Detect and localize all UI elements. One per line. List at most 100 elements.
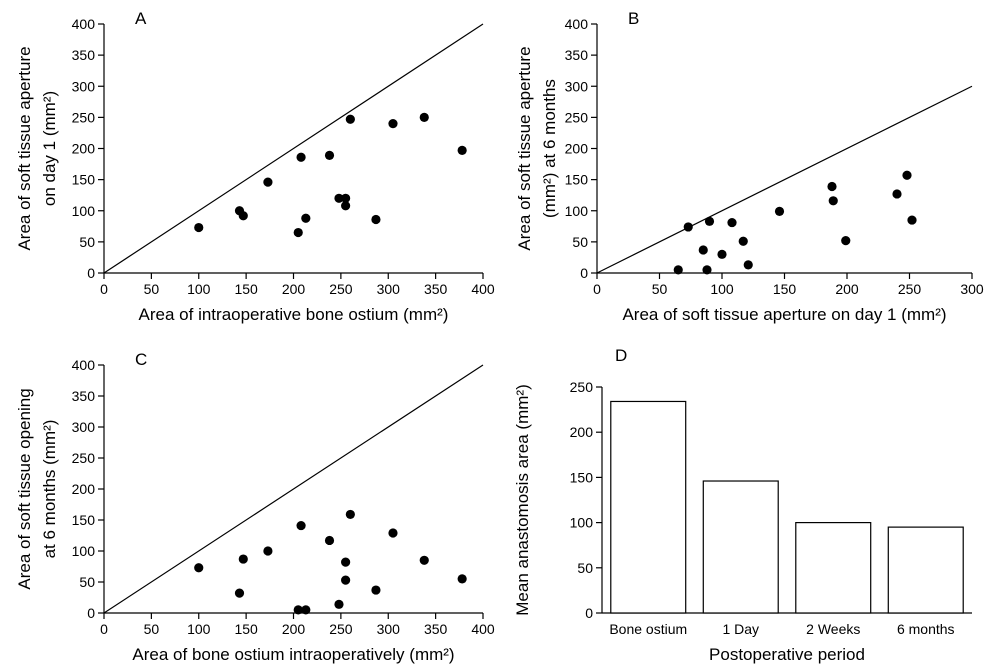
data-point: [263, 177, 273, 187]
data-point: [892, 189, 902, 199]
data-point: [902, 170, 912, 180]
data-point: [388, 119, 398, 129]
y-tick-label: 400: [72, 16, 96, 32]
y-tick-label: 350: [72, 388, 96, 404]
x-tick-label: 200: [282, 281, 306, 297]
y-tick-label: 200: [72, 481, 96, 497]
y-tick-label: 250: [570, 379, 594, 395]
x-tick-label: 250: [329, 281, 353, 297]
y-tick-label: 100: [72, 203, 96, 219]
data-point: [738, 236, 748, 246]
data-point: [296, 520, 306, 531]
data-point: [774, 206, 785, 216]
y-tick-label: 300: [72, 78, 96, 94]
y-axis-label-line-1: Area of soft tissue aperture: [15, 46, 34, 250]
y-tick-label: 50: [79, 234, 95, 250]
x-tick-label: 50: [144, 281, 160, 297]
x-axis-label: Area of soft tissue aperture on day 1 (m…: [622, 305, 946, 324]
data-point: [341, 201, 351, 211]
data-point: [334, 193, 344, 203]
data-point: [341, 557, 351, 567]
x-tick-label: 0: [100, 281, 108, 297]
data-point: [371, 214, 381, 225]
y-tick-label: 0: [585, 605, 593, 621]
y-tick-label: 400: [72, 357, 96, 373]
y-tick-label: 200: [72, 141, 96, 157]
y-axis-label-line-1: Area of soft tissue aperture: [515, 46, 534, 250]
x-tick-label: 150: [773, 281, 797, 297]
y-axis-label-line-1: Area of soft tissue opening: [15, 388, 34, 589]
panel-a: 0 50 100 150 200 250 300 350 400 A 0 50 100 150 200 250…: [15, 9, 495, 324]
y-tick-label: 200: [570, 424, 594, 440]
y-tick-label: 200: [565, 141, 589, 157]
bar: [610, 400, 687, 614]
data-point: [234, 588, 245, 598]
x-tick-label: 100: [187, 281, 211, 297]
data-point: [263, 546, 273, 556]
data-point: [324, 535, 335, 546]
identity-line: [103, 23, 484, 274]
x-tick-label: 300: [377, 621, 401, 637]
data-point: [341, 575, 351, 585]
x-tick-label: 400: [471, 281, 495, 297]
x-tick-label: 100: [710, 281, 734, 297]
x-tick-label: 50: [144, 621, 160, 637]
data-point: [457, 574, 467, 584]
x-tick-label: 200: [835, 281, 859, 297]
panel-letter: B: [628, 9, 639, 28]
identity-line: [103, 364, 484, 614]
y-tick-label: 150: [72, 512, 96, 528]
x-tick-label: 50: [652, 281, 668, 297]
y-tick-label: 350: [565, 47, 589, 63]
x-tick-label: 250: [898, 281, 922, 297]
bar: [887, 526, 964, 614]
data-point: [683, 222, 693, 232]
data-point: [717, 249, 727, 259]
data-point: [827, 181, 837, 192]
y-axis-label-line-2: at 6 months (mm²): [40, 420, 59, 559]
data-point: [673, 265, 683, 275]
panel-d: 0 50 100 150 200 250 D Bone ostium 1 Day 2 Weeks 6…: [513, 346, 972, 664]
data-point: [238, 554, 248, 564]
x-tick-label: 150: [234, 621, 258, 637]
data-point: [388, 528, 398, 538]
x-axis-label: Area of bone ostium intraoperatively (mm…: [132, 645, 454, 664]
y-tick-label: 50: [572, 234, 588, 250]
x-category-label: 1 Day: [722, 621, 759, 637]
data-point: [704, 216, 715, 226]
y-tick-label: 100: [570, 515, 594, 531]
identity-line: [596, 85, 973, 274]
x-tick-label: 350: [424, 281, 448, 297]
x-tick-label: 300: [960, 281, 984, 297]
y-tick-label: 350: [72, 47, 96, 63]
data-point: [194, 222, 204, 233]
data-point: [419, 112, 429, 122]
data-point: [457, 145, 467, 155]
bar: [795, 521, 872, 614]
x-category-label: Bone ostium: [609, 621, 687, 637]
y-tick-label: 250: [72, 109, 96, 125]
y-tick-label: 400: [565, 16, 589, 32]
y-tick-label: 300: [72, 419, 96, 435]
x-category-label: 2 Weeks: [806, 621, 860, 637]
x-tick-label: 400: [471, 621, 495, 637]
x-tick-label: 300: [377, 281, 401, 297]
data-point: [296, 152, 306, 162]
data-point: [828, 196, 838, 206]
y-tick-label: 100: [565, 203, 589, 219]
data-point: [907, 215, 917, 225]
bar: [702, 480, 779, 614]
data-point: [334, 599, 344, 609]
data-point: [345, 114, 355, 124]
y-tick-label: 150: [72, 172, 96, 188]
y-tick-label: 100: [72, 543, 96, 559]
x-tick-label: 350: [424, 621, 448, 637]
y-tick-label: 50: [79, 574, 95, 590]
panel-letter: C: [135, 350, 147, 369]
y-axis-label-line-2: (mm²) at 6 months: [540, 79, 559, 218]
data-point: [194, 563, 204, 573]
data-point: [324, 150, 335, 160]
x-axis-label: Postoperative period: [709, 645, 865, 664]
data-point: [301, 605, 311, 615]
